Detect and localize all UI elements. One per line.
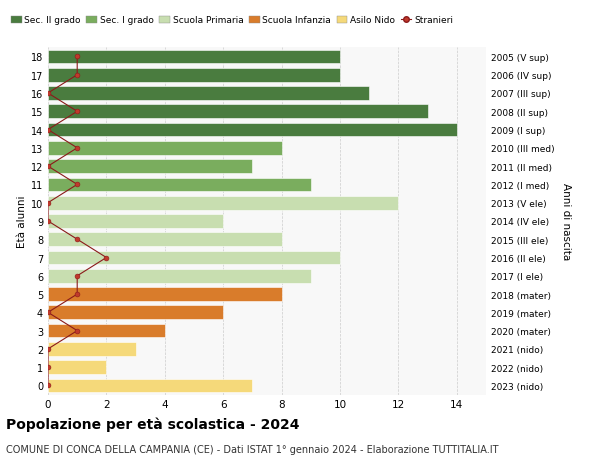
Bar <box>48 215 223 228</box>
Bar <box>48 288 281 301</box>
Bar <box>48 196 398 210</box>
Text: COMUNE DI CONCA DELLA CAMPANIA (CE) - Dati ISTAT 1° gennaio 2024 - Elaborazione : COMUNE DI CONCA DELLA CAMPANIA (CE) - Da… <box>6 444 499 454</box>
Bar <box>48 105 428 119</box>
Bar <box>48 50 340 64</box>
Bar <box>48 306 223 319</box>
Bar <box>48 360 106 374</box>
Bar <box>48 142 281 155</box>
Bar <box>48 160 253 174</box>
Bar <box>48 269 311 283</box>
Bar <box>48 342 136 356</box>
Bar <box>48 324 165 338</box>
Text: Popolazione per età scolastica - 2024: Popolazione per età scolastica - 2024 <box>6 417 299 431</box>
Legend: Sec. II grado, Sec. I grado, Scuola Primaria, Scuola Infanzia, Asilo Nido, Stran: Sec. II grado, Sec. I grado, Scuola Prim… <box>7 13 457 29</box>
Y-axis label: Età alunni: Età alunni <box>17 195 26 248</box>
Bar <box>48 233 281 246</box>
Bar <box>48 87 369 101</box>
Bar <box>48 251 340 265</box>
Bar <box>48 379 253 392</box>
Y-axis label: Anni di nascita: Anni di nascita <box>561 183 571 260</box>
Bar <box>48 178 311 192</box>
Bar <box>48 69 340 83</box>
Bar <box>48 123 457 137</box>
